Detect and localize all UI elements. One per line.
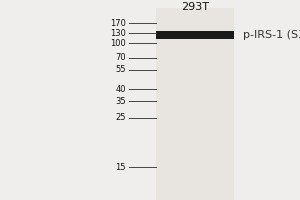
Bar [156,8,234,200]
Text: p-IRS-1 (S323): p-IRS-1 (S323) [243,30,300,40]
Text: 100: 100 [110,38,126,47]
Text: 70: 70 [116,53,126,62]
Text: 35: 35 [116,97,126,106]
Text: 25: 25 [116,114,126,122]
Text: 130: 130 [110,28,126,38]
Bar [156,31,234,39]
Text: 170: 170 [110,19,126,27]
Text: 293T: 293T [181,2,209,12]
Text: 55: 55 [116,66,126,74]
Text: 40: 40 [116,84,126,94]
Text: 15: 15 [116,162,126,171]
